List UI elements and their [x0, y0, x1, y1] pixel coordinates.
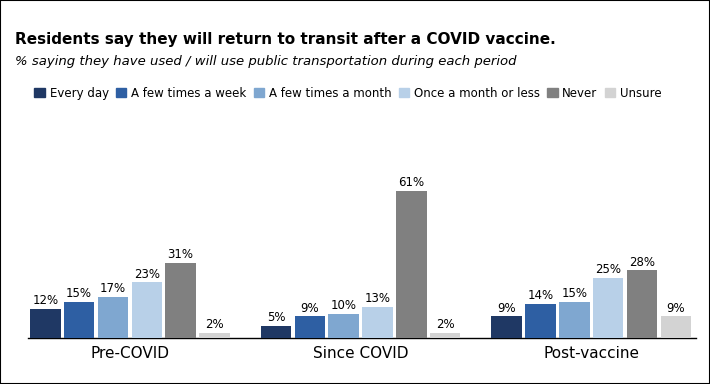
Text: 31%: 31%: [168, 248, 194, 262]
Text: 13%: 13%: [364, 292, 391, 305]
Text: 10%: 10%: [331, 299, 356, 312]
Bar: [295, 316, 325, 338]
Bar: [261, 326, 291, 338]
Bar: [491, 316, 522, 338]
Bar: [396, 191, 427, 338]
Text: 2%: 2%: [205, 318, 224, 331]
Text: Residents say they will return to transit after a COVID vaccine.: Residents say they will return to transi…: [15, 32, 556, 47]
Legend: Every day, A few times a week, A few times a month, Once a month or less, Never,: Every day, A few times a week, A few tim…: [34, 87, 662, 100]
Bar: [362, 306, 393, 338]
Bar: [593, 278, 623, 338]
Text: 25%: 25%: [595, 263, 621, 276]
Bar: [30, 309, 60, 338]
Bar: [627, 270, 657, 338]
Text: 15%: 15%: [562, 287, 587, 300]
Bar: [200, 333, 230, 338]
Bar: [329, 314, 359, 338]
Text: 14%: 14%: [528, 290, 554, 303]
Bar: [430, 333, 460, 338]
Bar: [64, 302, 94, 338]
Text: 23%: 23%: [133, 268, 160, 281]
Bar: [98, 297, 129, 338]
Bar: [131, 282, 162, 338]
Text: 9%: 9%: [497, 301, 516, 314]
Text: 15%: 15%: [66, 287, 92, 300]
Text: % saying they have used / will use public transportation during each period: % saying they have used / will use publi…: [15, 55, 517, 68]
Text: 12%: 12%: [32, 294, 58, 307]
Text: 5%: 5%: [267, 311, 285, 324]
Bar: [660, 316, 691, 338]
Text: 28%: 28%: [629, 256, 655, 269]
Text: 17%: 17%: [100, 282, 126, 295]
Text: 9%: 9%: [300, 301, 319, 314]
Text: 61%: 61%: [398, 176, 425, 189]
Bar: [165, 263, 196, 338]
Text: 9%: 9%: [667, 301, 685, 314]
Text: 2%: 2%: [436, 318, 454, 331]
Bar: [525, 304, 556, 338]
Bar: [559, 302, 589, 338]
